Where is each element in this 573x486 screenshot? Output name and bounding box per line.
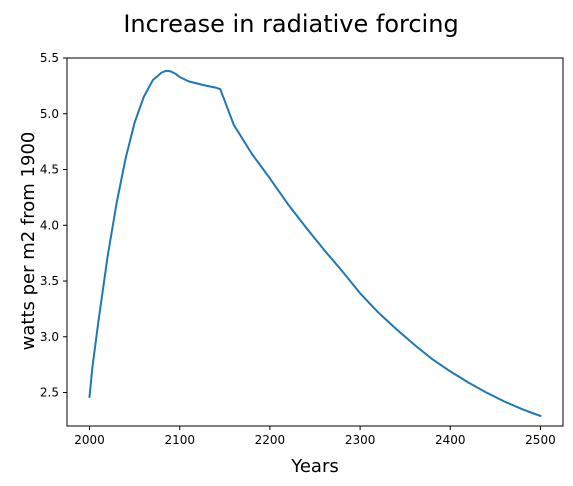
x-tick-label: 2000 [74,433,105,447]
x-axis-label: Years [290,456,339,477]
y-tick-label: 3.5 [40,274,59,288]
chart-title: Increase in radiative forcing [123,10,458,38]
plot-frame [66,57,564,427]
y-axis-label: watts per m2 from 1900 [18,132,39,351]
series-line-0 [88,69,542,417]
x-tick-label: 2100 [164,433,195,447]
x-axis-ticks: 2000 2100 2200 2300 2400 2500 [74,426,556,447]
y-tick-label: 2.5 [40,386,59,400]
y-tick-label: 5.0 [40,107,59,121]
x-tick-label: 2300 [345,433,376,447]
x-tick-label: 2400 [435,433,466,447]
series-layer [88,69,542,417]
y-tick-label: 5.5 [40,51,59,65]
y-tick-label: 3.0 [40,330,59,344]
x-tick-label: 2200 [255,433,286,447]
y-tick-label: 4.0 [40,218,59,232]
y-tick-label: 4.5 [40,163,59,177]
x-tick-label: 2500 [525,433,556,447]
y-axis-ticks: 2.5 3.0 3.5 4.0 4.5 5.0 5.5 [40,51,67,400]
